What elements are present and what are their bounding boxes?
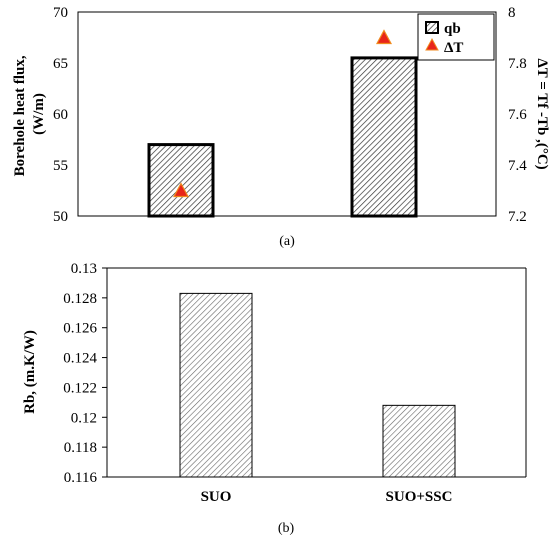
chart-a-ylabel: Borehole heat flux, (W/m) (12, 52, 47, 177)
chart-b-caption: (b) (278, 521, 295, 536)
chart-a-left-tick-label: 55 (53, 158, 68, 174)
chart-a-bar-qb (350, 56, 418, 218)
chart-a-right-tick-label: 7.4 (508, 158, 527, 174)
legend-label-qb: qb (444, 21, 461, 37)
legend-swatch-qb (425, 21, 439, 34)
chart-a-plot-area (77, 11, 497, 217)
chart-b-tick-label: 0.122 (63, 380, 97, 396)
chart-b-tick-label: 0.13 (71, 261, 97, 277)
chart-b: 0.116 0.118 0.12 0.122 0.124 0.126 0.128 0.13 S… (22, 261, 527, 536)
chart-a-left-tick-label: 50 (53, 209, 68, 225)
chart-a-ylabel-right: ΔT = Tf -Tb ,(°C) (534, 58, 550, 169)
chart-a-marker-delta-t (172, 182, 190, 198)
chart-a: 50 55 60 65 70 7.2 7.4 7.6 7.8 8 Borehole heat f… (12, 5, 550, 249)
chart-b-x-ticks: SUO SUO+SSC (201, 489, 453, 505)
chart-a-right-tick-label: 8 (508, 5, 516, 21)
chart-b-tick-label: 0.126 (63, 321, 97, 337)
chart-a-ylabel-line2: (W/m) (31, 93, 47, 135)
chart-b-tick-label: 0.128 (63, 291, 97, 307)
chart-b-tick-label: 0.118 (64, 440, 97, 456)
chart-a-markers (172, 29, 393, 198)
chart-b-bar-rb (382, 404, 456, 478)
chart-a-marker-delta-t (375, 29, 393, 45)
chart-a-left-tick-label: 60 (53, 107, 68, 123)
chart-a-legend: qb ΔT (417, 13, 495, 61)
chart-a-bar-qb (147, 143, 215, 218)
chart-a-left-tick-label: 65 (53, 56, 68, 72)
chart-a-caption: (a) (279, 234, 295, 249)
chart-a-ylabel-line1: Borehole heat flux, (12, 55, 28, 176)
chart-a-left-tick-label: 70 (53, 5, 68, 21)
chart-b-y-ticks: 0.116 0.118 0.12 0.122 0.124 0.126 0.128 0.13 (63, 261, 107, 486)
legend-label-delta-t: ΔT (444, 40, 463, 56)
chart-b-bars (179, 292, 456, 478)
chart-a-bars (147, 56, 418, 218)
chart-b-bar-rb (179, 292, 253, 478)
chart-a-right-ticks: 7.2 7.4 7.6 7.8 8 (508, 5, 527, 225)
chart-a-right-tick-label: 7.2 (508, 209, 527, 225)
chart-b-ylabel: Rb, (m.K/W) (22, 330, 38, 414)
chart-b-tick-label: 0.12 (71, 410, 97, 426)
legend-marker-triangle (425, 37, 439, 51)
chart-b-category-label: SUO+SSC (386, 489, 453, 505)
chart-a-right-tick-label: 7.6 (508, 107, 527, 123)
chart-a-left-ticks: 50 55 60 65 70 (53, 5, 68, 225)
chart-a-right-tick-label: 7.8 (508, 56, 527, 72)
chart-b-tick-label: 0.124 (63, 351, 97, 367)
chart-b-category-label: SUO (201, 489, 232, 505)
chart-b-tick-label: 0.116 (64, 470, 98, 486)
